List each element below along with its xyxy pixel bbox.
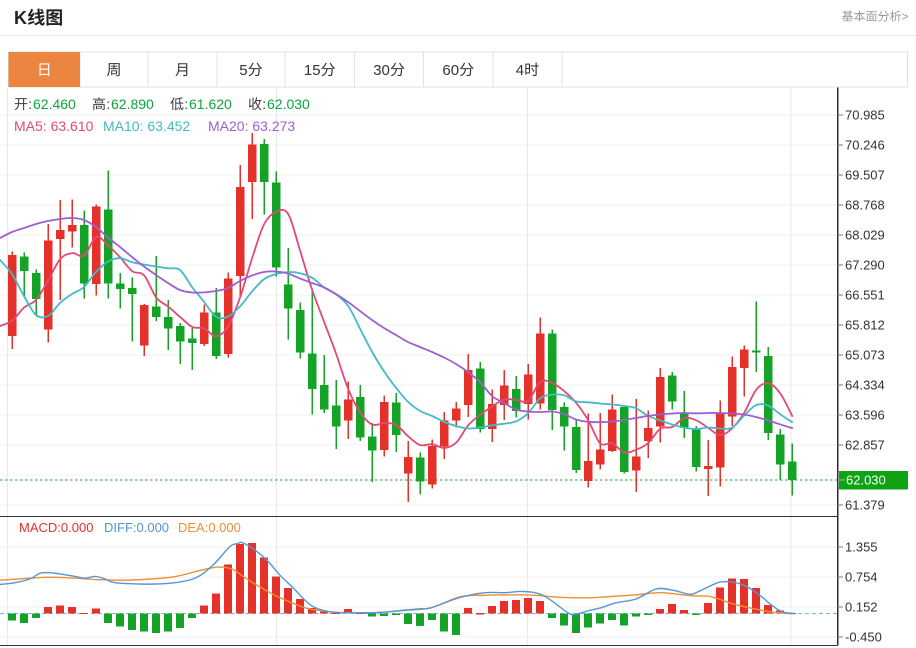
svg-text:61.620: 61.620	[189, 96, 232, 112]
svg-text:68.029: 68.029	[845, 228, 885, 243]
svg-text:MA5: 63.610: MA5: 63.610	[14, 118, 94, 134]
svg-text:MACD:0.000: MACD:0.000	[19, 520, 93, 535]
svg-text:67.290: 67.290	[845, 258, 885, 273]
svg-text::: :	[28, 96, 32, 112]
svg-text:K: K	[14, 8, 27, 28]
svg-text:62.890: 62.890	[111, 96, 154, 112]
svg-text:62.857: 62.857	[845, 438, 885, 453]
svg-text:62.460: 62.460	[33, 96, 76, 112]
svg-text:1.355: 1.355	[845, 540, 878, 555]
svg-text:60: 60	[442, 62, 459, 79]
svg-text:5: 5	[239, 62, 247, 79]
svg-text:DEA:0.000: DEA:0.000	[178, 520, 241, 535]
svg-text:64.334: 64.334	[845, 378, 885, 393]
svg-text:63.596: 63.596	[845, 408, 885, 423]
svg-text:68.768: 68.768	[845, 198, 885, 213]
svg-text:DIFF:0.000: DIFF:0.000	[104, 520, 169, 535]
svg-text:62.030: 62.030	[267, 96, 310, 112]
svg-text:MA10: 63.452: MA10: 63.452	[103, 118, 190, 134]
svg-text:>: >	[902, 10, 909, 24]
svg-text:-0.450: -0.450	[845, 630, 882, 645]
svg-text:66.551: 66.551	[845, 288, 885, 303]
svg-text:70.246: 70.246	[845, 138, 885, 153]
svg-text:65.812: 65.812	[845, 318, 885, 333]
svg-text:15: 15	[304, 62, 321, 79]
svg-text:MA20: 63.273: MA20: 63.273	[208, 118, 295, 134]
svg-text:4: 4	[516, 62, 524, 79]
svg-text:30: 30	[373, 62, 390, 79]
svg-text:69.507: 69.507	[845, 168, 885, 183]
svg-text:62.030: 62.030	[846, 473, 886, 488]
svg-text::: :	[184, 96, 188, 112]
svg-text:0.152: 0.152	[845, 600, 878, 615]
svg-text:0.754: 0.754	[845, 570, 878, 585]
svg-text::: :	[106, 96, 110, 112]
svg-text:61.379: 61.379	[845, 498, 885, 513]
svg-text::: :	[262, 96, 266, 112]
svg-text:70.985: 70.985	[845, 108, 885, 123]
svg-text:65.073: 65.073	[845, 348, 885, 363]
